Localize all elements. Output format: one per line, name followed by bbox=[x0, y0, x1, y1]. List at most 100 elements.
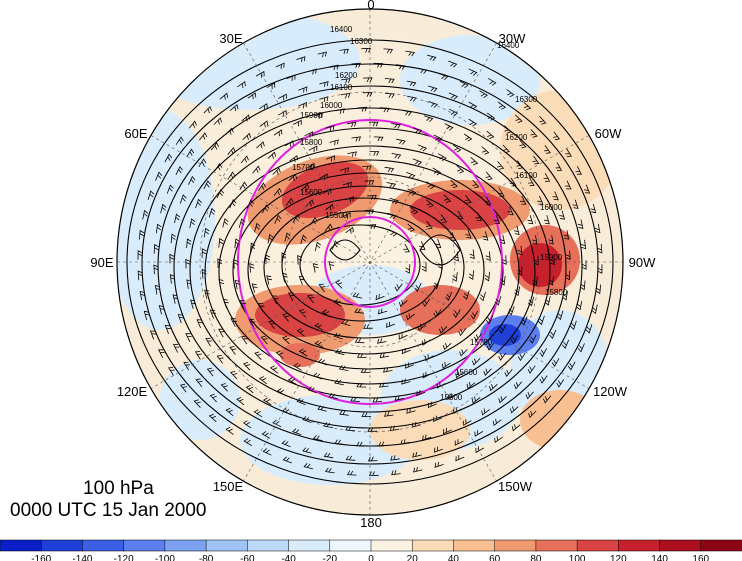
wind-barb bbox=[356, 353, 367, 358]
contour-label: 15700 bbox=[470, 338, 493, 347]
wind-barb bbox=[328, 261, 335, 271]
wind-barb bbox=[216, 355, 224, 364]
wind-barb bbox=[201, 248, 207, 258]
wind-barb bbox=[468, 101, 478, 110]
wind-barb bbox=[361, 47, 372, 53]
wind-barb bbox=[539, 348, 547, 358]
wind-barb bbox=[577, 343, 585, 353]
wind-barb bbox=[188, 175, 196, 185]
wind-barb bbox=[595, 284, 602, 295]
wind-barb bbox=[352, 292, 363, 299]
map-title: 100 hPa 0000 UTC 15 Jan 2000 bbox=[10, 478, 206, 522]
wind-barb bbox=[319, 96, 329, 103]
wind-barb bbox=[396, 138, 406, 145]
colorbar-tick-label: 60 bbox=[489, 554, 501, 561]
wind-barb bbox=[530, 129, 538, 138]
wind-barb bbox=[504, 369, 513, 378]
wind-barb bbox=[339, 167, 350, 174]
wind-barb bbox=[308, 145, 318, 153]
colorbar-tick-label: 140 bbox=[651, 554, 668, 561]
wind-barb bbox=[149, 330, 157, 340]
wind-barb bbox=[517, 266, 523, 276]
wind-barb bbox=[272, 167, 281, 175]
wind-barb bbox=[481, 146, 490, 155]
wind-barb bbox=[576, 300, 583, 311]
wind-barb bbox=[185, 333, 192, 342]
wind-barb bbox=[194, 351, 202, 360]
colorbar-swatch bbox=[411, 539, 455, 552]
wind-barb bbox=[275, 350, 284, 359]
wind-barb bbox=[334, 379, 344, 386]
lon-label-0: 0 bbox=[367, 0, 374, 12]
wind-barb bbox=[527, 215, 534, 225]
wind-barb bbox=[445, 291, 453, 301]
wind-barb bbox=[556, 310, 564, 321]
wind-barb bbox=[399, 299, 408, 308]
wind-barb bbox=[538, 315, 545, 326]
wind-barb bbox=[242, 362, 251, 371]
wind-barb bbox=[427, 401, 437, 409]
wind-barb bbox=[597, 243, 603, 254]
wind-barb bbox=[190, 299, 196, 309]
wind-barb bbox=[552, 191, 559, 201]
wind-barb bbox=[275, 62, 285, 70]
contour-label: 16300 bbox=[350, 37, 373, 46]
wind-barb bbox=[300, 183, 310, 191]
wind-barb bbox=[240, 335, 248, 345]
jet-positive bbox=[410, 190, 510, 230]
wind-barb bbox=[517, 352, 526, 362]
wind-barb bbox=[475, 212, 482, 221]
wind-barb bbox=[492, 419, 502, 427]
wind-barb bbox=[233, 259, 239, 269]
wind-barb bbox=[485, 315, 494, 325]
wind-barb bbox=[419, 241, 426, 250]
wind-barb bbox=[428, 85, 438, 93]
orange-patch bbox=[520, 390, 600, 450]
contour-label: 16000 bbox=[540, 203, 563, 212]
wind-barb bbox=[356, 382, 367, 388]
wind-barb bbox=[334, 439, 345, 445]
jet-positive bbox=[400, 285, 480, 335]
wind-barb bbox=[329, 64, 339, 71]
wind-barb bbox=[298, 276, 305, 286]
contour-label: 15500 bbox=[440, 393, 463, 402]
wind-barb bbox=[334, 348, 345, 356]
wind-barb bbox=[463, 133, 473, 142]
wind-barb bbox=[483, 368, 492, 376]
wind-barb bbox=[266, 275, 272, 285]
wind-barb bbox=[296, 328, 305, 337]
wind-barb bbox=[456, 210, 464, 220]
wind-barb bbox=[585, 324, 593, 334]
wind-barb bbox=[298, 348, 308, 357]
wind-barb bbox=[258, 182, 266, 191]
wind-barb bbox=[528, 410, 537, 419]
wind-barb bbox=[493, 214, 501, 224]
wind-barb bbox=[378, 441, 389, 447]
wind-barb bbox=[433, 134, 443, 142]
wind-barb bbox=[498, 396, 507, 404]
wind-barb bbox=[153, 243, 159, 254]
wind-barb bbox=[319, 81, 329, 87]
wind-barb bbox=[255, 70, 265, 78]
wind-barb bbox=[306, 162, 315, 170]
wind-barb bbox=[304, 131, 314, 138]
wind-barb bbox=[206, 367, 214, 377]
wind-barb bbox=[532, 155, 540, 165]
wind-barb bbox=[533, 255, 539, 266]
wind-barb bbox=[543, 145, 551, 154]
wind-barb bbox=[251, 283, 258, 293]
wind-barb bbox=[453, 251, 459, 262]
colorbar-swatch bbox=[329, 539, 372, 552]
wind-barb bbox=[338, 365, 349, 371]
wind-barb bbox=[357, 106, 368, 112]
wind-barb bbox=[339, 48, 349, 55]
wind-barb bbox=[404, 362, 414, 369]
wind-barb bbox=[351, 62, 361, 68]
wind-barb bbox=[153, 264, 159, 275]
wind-barb bbox=[421, 262, 427, 272]
wind-barb bbox=[222, 299, 229, 309]
wind-barb bbox=[362, 77, 373, 83]
wind-barb bbox=[172, 344, 180, 353]
lon-label-60e: 60E bbox=[124, 126, 147, 141]
wind-barb bbox=[434, 461, 444, 468]
